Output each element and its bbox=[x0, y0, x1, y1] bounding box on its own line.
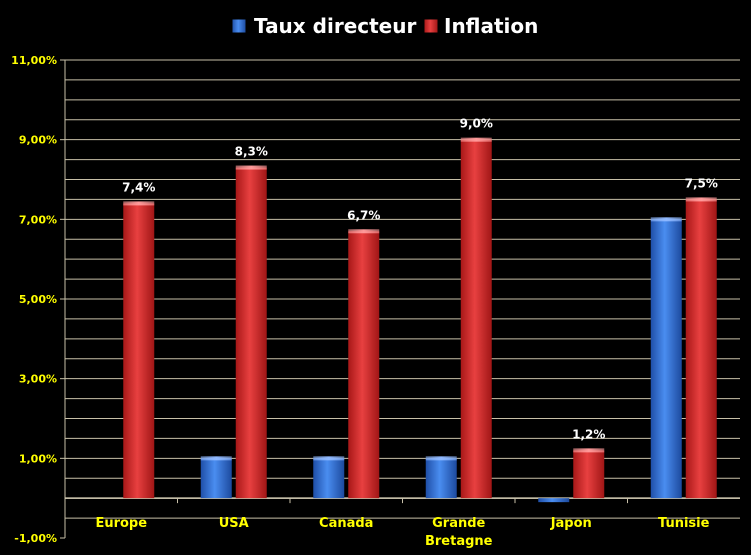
x-tick-label-japon: Japon bbox=[550, 516, 592, 531]
bar-taux-directeur-usa bbox=[200, 458, 232, 499]
bar-inflation-japon bbox=[573, 450, 605, 499]
legend-label-taux-directeur: Taux directeur bbox=[254, 14, 416, 38]
bar-inflation-tunisie bbox=[685, 199, 717, 499]
bar-top-inflation-tunisie bbox=[685, 197, 717, 202]
x-tick-label-grande-bretagne: Grande Bretagne bbox=[425, 516, 493, 549]
y-tick-label: 11,00% bbox=[11, 54, 57, 67]
y-tick-label: 9,00% bbox=[19, 134, 57, 147]
bar-inflation-canada bbox=[348, 231, 380, 499]
x-tick-label-line: Grande bbox=[432, 516, 485, 531]
bar-taux-directeur-japon bbox=[538, 498, 570, 503]
bar-top-taux-directeur-grande-bretagne bbox=[425, 456, 457, 461]
bar-top-taux-directeur-usa bbox=[200, 456, 232, 461]
legend-swatch-taux-directeur bbox=[231, 18, 247, 34]
bar-top-inflation-japon bbox=[573, 448, 605, 453]
legend: Taux directeur Inflation bbox=[231, 14, 538, 38]
y-tick-label: 7,00% bbox=[19, 213, 57, 226]
data-label-inflation-japon: 1,2% bbox=[572, 427, 605, 441]
x-tick-label-tunisie: Tunisie bbox=[658, 516, 710, 531]
data-label-inflation-canada: 6,7% bbox=[347, 208, 380, 222]
bar-inflation-usa bbox=[235, 167, 267, 499]
y-axis-ticks: -1,00% 1,00% 3,00% 5,00% 7,00% 9,00% 11,00% bbox=[11, 54, 65, 545]
bar-inflation-grande-bretagne bbox=[460, 139, 492, 499]
y-tick-label: -1,00% bbox=[14, 532, 57, 545]
bar-inflation-europe bbox=[123, 203, 155, 499]
x-tick-label-line: Bretagne bbox=[425, 534, 493, 549]
legend-label-inflation: Inflation bbox=[444, 14, 538, 38]
bar-top-inflation-canada bbox=[348, 229, 380, 234]
x-tick-label-line: USA bbox=[219, 516, 249, 531]
x-tick-label-canada: Canada bbox=[319, 516, 373, 531]
data-label-inflation-europe: 7,4% bbox=[122, 180, 155, 194]
x-tick-label-line: Canada bbox=[319, 516, 373, 531]
bar-top-taux-directeur-canada bbox=[313, 456, 345, 461]
x-tick-label-line: Tunisie bbox=[658, 516, 710, 531]
bar-top-taux-directeur-tunisie bbox=[650, 217, 682, 222]
bars bbox=[123, 137, 717, 503]
bar-taux-directeur-grande-bretagne bbox=[425, 458, 457, 499]
data-label-inflation-tunisie: 7,5% bbox=[685, 176, 718, 190]
x-axis-ticks: Europe USA Canada Grande Bretagne Japon Tunisi… bbox=[95, 498, 710, 549]
y-tick-label: 1,00% bbox=[19, 452, 57, 465]
x-tick-label-europe: Europe bbox=[95, 516, 147, 531]
bar-top-inflation-usa bbox=[235, 165, 267, 170]
gridlines bbox=[65, 59, 740, 519]
x-tick-label-line: Europe bbox=[95, 516, 147, 531]
data-labels: 7,4% 8,3% 6,7% 9,0% 1,2% 7,5% bbox=[122, 117, 718, 442]
x-tick-label-line: Japon bbox=[550, 516, 592, 531]
data-label-inflation-grande-bretagne: 9,0% bbox=[460, 117, 493, 131]
legend-swatch-inflation bbox=[423, 18, 439, 34]
bar-taux-directeur-canada bbox=[313, 458, 345, 499]
bar-taux-directeur-tunisie bbox=[650, 219, 682, 499]
data-label-inflation-usa: 8,3% bbox=[235, 145, 268, 159]
bar-top-inflation-grande-bretagne bbox=[460, 137, 492, 142]
y-tick-label: 5,00% bbox=[19, 293, 57, 306]
x-tick-label-usa: USA bbox=[219, 516, 249, 531]
y-tick-label: 3,00% bbox=[19, 373, 57, 386]
bar-top-inflation-europe bbox=[123, 201, 155, 206]
